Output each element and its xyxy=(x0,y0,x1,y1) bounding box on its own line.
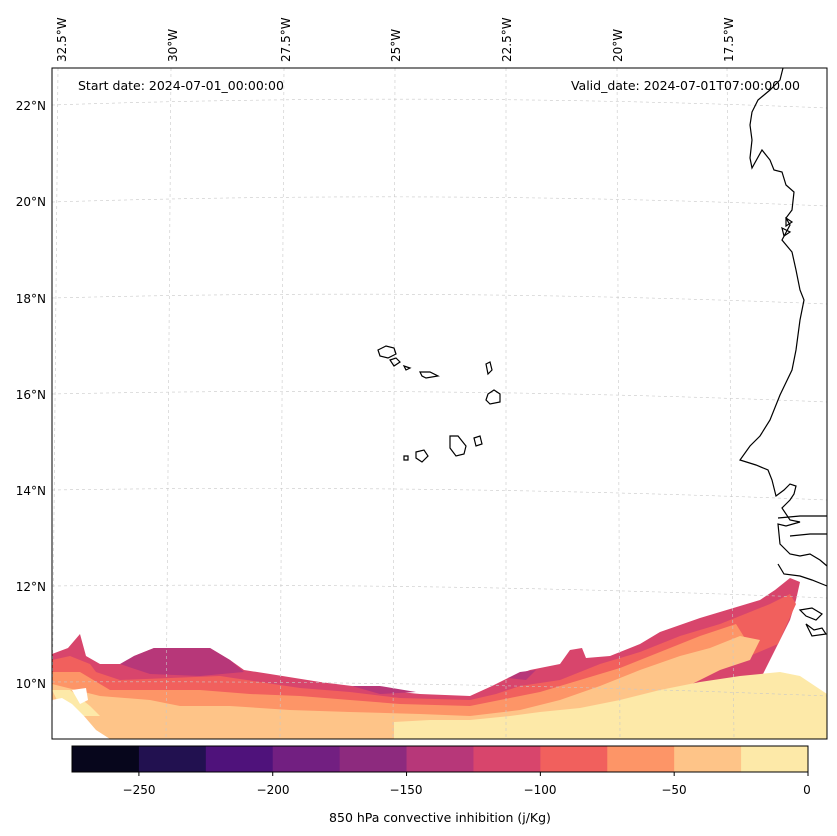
lat-label: 22°N xyxy=(16,99,46,113)
colorbar-segment xyxy=(540,746,608,772)
lon-label: 20°W xyxy=(611,29,625,62)
lat-gridline xyxy=(51,681,828,697)
colorbar-segment xyxy=(607,746,675,772)
island-fogo xyxy=(415,449,429,463)
coast-islet xyxy=(785,216,794,228)
island-santo-antao xyxy=(377,345,397,359)
island-santiago xyxy=(449,435,467,457)
lon-label: 32.5°W xyxy=(55,17,69,62)
island-boa-vista xyxy=(485,389,501,405)
lon-label: 22.5°W xyxy=(500,17,514,62)
colorbar-segment xyxy=(674,746,742,772)
lat-label: 16°N xyxy=(16,388,46,402)
colorbar-segment xyxy=(741,746,809,772)
lat-gridline xyxy=(51,391,828,403)
colorbar-ticks: −250 −200 −150 −100 −50 0 xyxy=(123,783,811,797)
colorbar-tick-label: −200 xyxy=(257,783,290,797)
lat-gridline xyxy=(51,293,828,305)
colorbar-tick-label: −250 xyxy=(123,783,156,797)
lon-gridline xyxy=(392,67,396,740)
lat-label: 10°N xyxy=(16,677,46,691)
gambia-inlet xyxy=(789,533,827,537)
lon-gridline xyxy=(51,67,59,740)
colorbar-tick-label: −50 xyxy=(661,783,686,797)
colorbar-segment xyxy=(339,746,408,772)
lat-gridline xyxy=(51,98,828,109)
coast-islands-2 xyxy=(805,623,828,637)
colorbar-segment xyxy=(205,746,274,772)
colorbar-tick-label: 0 xyxy=(803,783,811,797)
island-sal xyxy=(485,361,493,376)
colorbar-tick-marks xyxy=(138,772,809,776)
lon-gridline xyxy=(616,67,621,740)
colorbar-segment xyxy=(473,746,541,772)
lat-label: 12°N xyxy=(16,580,46,594)
colorbar-segment xyxy=(272,746,341,772)
contour-band-purple xyxy=(120,648,244,676)
colorbar xyxy=(72,746,809,772)
colorbar-segment xyxy=(138,746,207,772)
lon-gridline xyxy=(726,67,735,740)
colorbar-tick-label: −100 xyxy=(524,783,557,797)
cape-verde-islands xyxy=(377,345,501,463)
lon-label: 27.5°W xyxy=(279,17,293,62)
guinea-coastline xyxy=(777,563,828,587)
lat-gridline xyxy=(51,584,828,599)
lon-label: 17.5°W xyxy=(722,17,736,62)
coast-islet-2 xyxy=(781,226,792,237)
contour-band-purple-3 xyxy=(508,670,536,680)
valid-date-label: Valid_date: 2024-07-01T07:00:00.00 xyxy=(571,78,800,93)
island-sao-nicolau xyxy=(419,371,440,379)
lat-label: 20°N xyxy=(16,195,46,209)
lat-label: 14°N xyxy=(16,484,46,498)
contour-band-purple-2 xyxy=(352,686,416,694)
lat-gridline xyxy=(51,196,828,207)
cin-contours xyxy=(52,578,827,739)
gridlines xyxy=(51,67,828,740)
colorbar-segment xyxy=(406,746,474,772)
island-sao-vicente xyxy=(389,357,401,367)
lon-label: 25°W xyxy=(389,29,403,62)
lat-labels: 22°N 20°N 18°N 16°N 14°N 12°N 10°N xyxy=(16,99,46,691)
lat-gridline xyxy=(51,488,828,501)
contour-band-pale-2 xyxy=(394,672,827,739)
start-date-label: Start date: 2024-07-01_00:00:00 xyxy=(78,78,284,93)
lon-gridline xyxy=(279,67,285,740)
lat-label: 18°N xyxy=(16,292,46,306)
africa-coastline xyxy=(739,67,828,567)
colorbar-frame xyxy=(71,745,809,773)
coast-islands xyxy=(798,607,823,621)
senegal-inlet xyxy=(777,515,827,519)
coastlines xyxy=(739,67,828,637)
colorbar-tick-label: −150 xyxy=(390,783,423,797)
colorbar-label: 850 hPa convective inhibition (j/Kg) xyxy=(329,810,551,825)
island-santa-luzia xyxy=(402,364,412,371)
lon-label: 30°W xyxy=(166,29,180,62)
no-data-hole xyxy=(52,698,110,739)
lon-labels: 32.5°W 30°W 27.5°W 25°W 22.5°W 20°W 17.5… xyxy=(55,17,736,62)
island-brava xyxy=(403,455,409,461)
lon-gridline xyxy=(165,67,172,740)
colorbar-segment xyxy=(72,746,140,772)
map-frame xyxy=(51,67,828,740)
island-maio xyxy=(473,435,483,447)
no-data-hole-2 xyxy=(72,688,88,704)
contour-band-pale xyxy=(52,690,100,716)
